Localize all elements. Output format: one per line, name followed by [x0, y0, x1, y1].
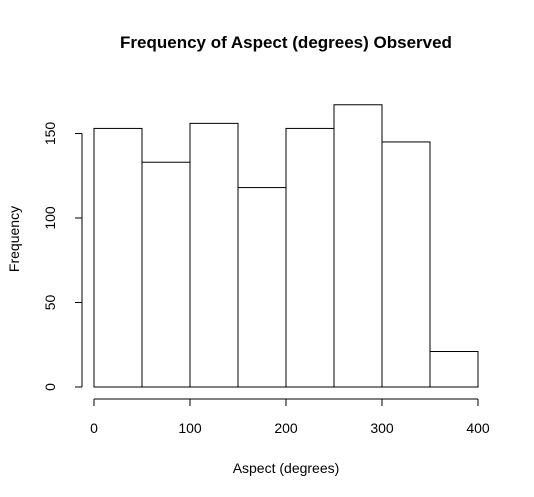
histogram-bar-3 — [237, 187, 287, 388]
x-tick-label-3: 300 — [370, 420, 394, 436]
histogram-bar-5 — [333, 104, 383, 388]
histogram-bar-7 — [429, 351, 479, 388]
x-tick-label-4: 400 — [466, 420, 490, 436]
bars-group — [93, 104, 479, 388]
y-tick-label-3: 150 — [42, 122, 58, 146]
x-axis: 0 100 200 300 400 — [90, 398, 490, 436]
y-axis: 0 50 100 150 — [42, 122, 83, 391]
y-tick-label-2: 100 — [42, 206, 58, 230]
histogram-bar-6 — [381, 141, 431, 388]
histogram-bar-4 — [285, 127, 335, 388]
x-tick-label-2: 200 — [274, 420, 298, 436]
y-tick-label-1: 50 — [42, 295, 58, 311]
histogram-bar-1 — [141, 161, 191, 388]
x-axis-label: Aspect (degrees) — [233, 460, 340, 476]
chart-title: Frequency of Aspect (degrees) Observed — [120, 33, 452, 52]
histogram-bar-0 — [93, 127, 143, 388]
histogram-bar-2 — [189, 122, 239, 388]
y-tick-label-0: 0 — [42, 383, 58, 391]
x-tick-label-1: 100 — [178, 420, 202, 436]
x-tick-label-0: 0 — [90, 420, 98, 436]
y-axis-label: Frequency — [6, 206, 22, 272]
